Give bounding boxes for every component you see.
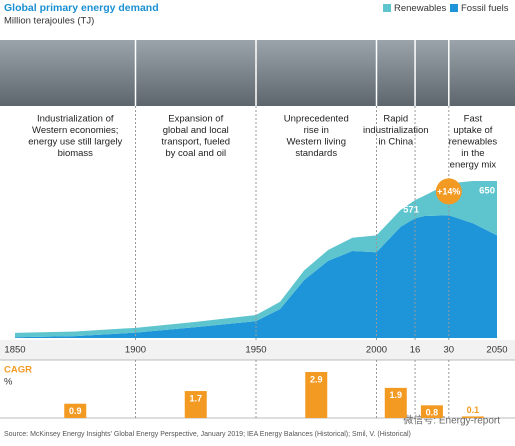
legend-swatch bbox=[450, 4, 458, 12]
cagr-unit: % bbox=[4, 377, 13, 388]
total-label: 571 bbox=[403, 205, 420, 216]
era-label: global and local bbox=[163, 125, 229, 136]
era-label: standards bbox=[295, 148, 337, 159]
x-tick-label: 2050 bbox=[486, 345, 507, 356]
cagr-bar bbox=[384, 387, 407, 418]
total-label: 650 bbox=[479, 186, 495, 197]
era-label: Expansion of bbox=[168, 114, 223, 125]
era-label: industrialization bbox=[363, 125, 428, 136]
cagr-label: 0.1 bbox=[467, 405, 480, 415]
era-label: Fast bbox=[464, 114, 483, 125]
era-label: in China bbox=[378, 137, 414, 148]
photo-strip bbox=[0, 40, 515, 106]
x-tick-label: 2000 bbox=[366, 345, 387, 356]
legend-swatch bbox=[383, 4, 391, 12]
x-tick-label: 1950 bbox=[245, 345, 266, 356]
era-label: Unprecedented bbox=[284, 114, 349, 125]
cagr-title: CAGR bbox=[4, 365, 32, 376]
annotation-circle bbox=[435, 178, 462, 205]
cagr-label: 1.7 bbox=[189, 393, 202, 403]
chart-title: Global primary energy demand bbox=[4, 2, 159, 14]
cagr-bar bbox=[305, 372, 328, 418]
era-label: rise in bbox=[304, 125, 329, 136]
axis-band bbox=[0, 340, 515, 360]
era-label: energy mix bbox=[450, 160, 497, 171]
legend-label: Fossil fuels bbox=[461, 3, 509, 14]
cagr-label: 0.8 bbox=[426, 408, 439, 418]
x-tick-label: 1900 bbox=[125, 345, 146, 356]
x-tick-label: 1850 bbox=[4, 345, 25, 356]
cagr-bar bbox=[184, 391, 207, 418]
cagr-label: 0.9 bbox=[69, 406, 82, 416]
x-tick-label: 30 bbox=[444, 345, 455, 356]
era-label: Rapid bbox=[383, 114, 408, 125]
cagr-label: 1.9 bbox=[390, 390, 403, 400]
cagr-label: 2.9 bbox=[310, 374, 323, 384]
legend-label: Renewables bbox=[394, 3, 447, 14]
source: Source: McKinsey Energy Insights' Global… bbox=[4, 431, 411, 438]
era-label: transport, fueled bbox=[161, 137, 230, 148]
era-label: renewables bbox=[449, 137, 498, 148]
era-label: by coal and oil bbox=[165, 148, 226, 159]
era-label: Western living bbox=[287, 137, 347, 148]
era-label: biomass bbox=[58, 148, 94, 159]
cagr-bar bbox=[420, 405, 443, 418]
cagr-bar bbox=[64, 403, 87, 418]
era-label: in the bbox=[461, 148, 484, 159]
era-label: Industrialization of bbox=[37, 114, 114, 125]
era-label: Western economies; bbox=[32, 125, 118, 136]
watermark: 微信号: Energy-report bbox=[403, 414, 500, 427]
era-label: uptake of bbox=[453, 125, 492, 136]
era-label: energy use still largely bbox=[28, 137, 122, 148]
cagr-bar bbox=[461, 416, 484, 418]
x-tick-label: 16 bbox=[410, 345, 421, 356]
chart-subtitle: Million terajoules (TJ) bbox=[4, 16, 94, 27]
annotation-label: +14% bbox=[437, 186, 460, 196]
